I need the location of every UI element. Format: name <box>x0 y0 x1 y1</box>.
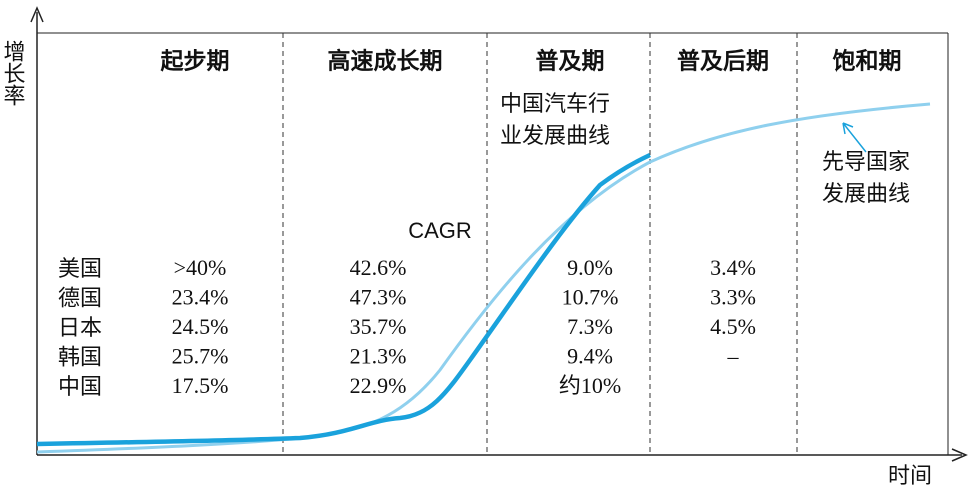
curve-label: 业发展曲线 <box>500 124 610 149</box>
country: 中国 <box>58 375 102 400</box>
cagr-value: – <box>727 344 740 369</box>
stage-label: 高速成长期 <box>328 48 443 75</box>
stage-label: 起步期 <box>161 49 230 75</box>
cagr-value: 7.3% <box>567 314 613 339</box>
stage-label: 普及期 <box>536 48 605 75</box>
stage-dividers <box>282 33 798 455</box>
cagr-value: 47.3% <box>350 285 407 310</box>
curve-label: 先导国家 <box>822 150 910 175</box>
cagr-value: 24.5% <box>172 314 229 339</box>
curve-label: 发展曲线 <box>822 182 910 207</box>
cagr-value: 17.5% <box>172 373 229 398</box>
x-axis-label: 时间 <box>888 464 932 489</box>
y-axis-label: 增长率 <box>0 40 26 106</box>
leader-curve <box>36 102 931 454</box>
cagr-value: 35.7% <box>350 314 407 339</box>
cagr-value: 23.4% <box>172 285 229 310</box>
cagr-value: 25.7% <box>172 344 229 369</box>
cagr-value: 约10% <box>559 373 621 398</box>
cagr-value: 3.4% <box>710 255 756 280</box>
country: 德国 <box>58 287 102 312</box>
stage-label: 饱和期 <box>833 48 902 75</box>
country: 美国 <box>58 257 102 282</box>
cagr-value: 42.6% <box>350 255 407 280</box>
cagr-value: 9.0% <box>567 255 613 280</box>
pointer-arrow <box>842 122 867 153</box>
curve-label: 中国汽车行 <box>500 92 610 117</box>
cagr-value: 9.4% <box>567 344 613 369</box>
cagr-value: >40% <box>174 255 227 280</box>
cagr-value: 21.3% <box>350 344 407 369</box>
table: 美国 >40% 42.6% 9.0% 3.4% 德国 23.4% 47.3% 10.7% 3.3%… <box>58 255 756 400</box>
stage-label: 普及后期 <box>677 48 769 75</box>
frame <box>30 6 968 462</box>
cagr-value: 22.9% <box>350 373 407 398</box>
table-title: CAGR <box>408 218 472 243</box>
country: 韩国 <box>58 346 102 371</box>
cagr-value: 10.7% <box>562 285 619 310</box>
cagr-value: 4.5% <box>710 314 756 339</box>
china-curve <box>36 152 651 447</box>
cagr-value: 3.3% <box>710 285 756 310</box>
country: 日本 <box>58 316 102 341</box>
y-axis-label: 增长率 <box>0 40 26 106</box>
